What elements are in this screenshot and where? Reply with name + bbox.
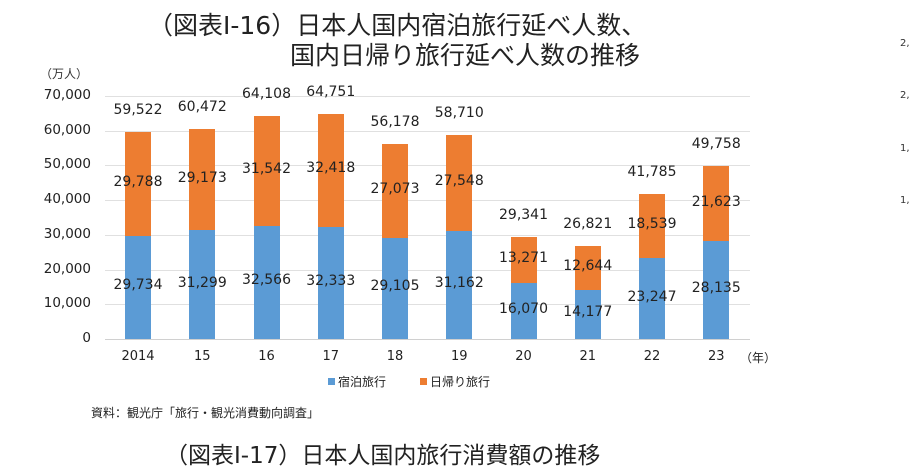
bar-stay: [382, 237, 408, 339]
value-label-total: 41,785: [627, 163, 677, 180]
y-tick-label: 50,000: [43, 156, 91, 173]
bar-stay: [189, 230, 216, 339]
value-label-total: 60,472: [177, 99, 227, 116]
x-tick-label: 20: [515, 349, 532, 364]
bar-daytrip: [189, 129, 216, 231]
source-note: 資料：観光庁「旅行・観光消費動向調査」: [91, 406, 320, 420]
y-tick-label: 60,000: [43, 121, 91, 138]
value-label-total: 64,108: [242, 86, 291, 103]
y-tick-label: 0: [82, 330, 91, 346]
gridline: [105, 339, 750, 340]
bar-daytrip: [125, 132, 151, 236]
value-label-total: 56,178: [370, 113, 420, 130]
value-label-daytrip: 18,539: [627, 216, 677, 233]
x-tick-label: 21: [579, 349, 597, 364]
gridline: [105, 96, 750, 97]
value-label-daytrip: 32,418: [306, 160, 356, 177]
legend-label-stay: 宿泊旅行: [338, 375, 387, 389]
legend-item-daytrip: 日帰り旅行: [420, 373, 490, 390]
gridline: [105, 304, 750, 306]
value-label-daytrip: 12,644: [563, 257, 613, 274]
y-tick-label: 30,000: [43, 225, 91, 242]
x-axis-unit: （年）: [740, 351, 777, 365]
bar-daytrip: [253, 116, 280, 226]
y-axis-unit: （万人）: [40, 67, 89, 81]
value-label-stay: 14,177: [563, 304, 613, 321]
y-tick-label: 40,000: [43, 191, 91, 208]
bar-stay: [253, 225, 280, 339]
chart-title-line1: （図表Ⅰ-16）日本人国内宿泊旅行延べ人数、: [148, 11, 647, 40]
x-tick-label: 17: [322, 349, 340, 364]
value-label-stay: 16,070: [499, 301, 548, 318]
gridline: [105, 200, 750, 202]
value-label-daytrip: 21,623: [691, 193, 741, 210]
right-edge-fragment: 1,: [900, 143, 909, 154]
x-tick-label: 16: [258, 349, 275, 364]
bar-stay: [574, 289, 601, 339]
right-edge-fragment: 2,: [900, 38, 909, 49]
value-label-stay: 31,162: [434, 274, 484, 291]
gridline: [105, 269, 750, 271]
legend: 宿泊旅行 日帰り旅行: [328, 373, 490, 390]
bar-daytrip: [639, 193, 665, 259]
legend-swatch-daytrip: [420, 378, 428, 385]
bar-daytrip: [574, 245, 601, 290]
x-tick-label: 18: [386, 349, 404, 364]
y-tick-label: 10,000: [43, 295, 91, 312]
value-label-daytrip: 31,542: [242, 161, 291, 178]
legend-label-daytrip: 日帰り旅行: [430, 375, 491, 389]
y-tick-label: 20,000: [43, 260, 91, 277]
x-tick-label: 15: [193, 349, 211, 364]
value-label-daytrip: 27,548: [434, 173, 484, 189]
legend-item-stay: 宿泊旅行: [328, 373, 386, 390]
bar-stay: [639, 258, 665, 339]
value-label-stay: 29,734: [113, 277, 163, 294]
value-label-total: 29,341: [499, 207, 548, 224]
value-label-total: 49,758: [691, 136, 741, 153]
gridline: [105, 234, 750, 236]
bar-daytrip: [510, 237, 537, 284]
bar-daytrip: [382, 143, 408, 238]
bar-stay: [446, 230, 473, 339]
value-label-stay: 32,566: [242, 272, 291, 289]
value-label-stay: 23,247: [627, 288, 677, 305]
x-tick-label: 2014: [121, 349, 155, 364]
y-tick-label: 70,000: [43, 87, 91, 103]
bar-stay: [125, 235, 151, 339]
chart-title-line2: 国内日帰り旅行延べ人数の推移: [290, 41, 641, 70]
value-label-daytrip: 29,788: [113, 174, 163, 191]
value-label-daytrip: 29,173: [177, 169, 227, 186]
value-label-daytrip: 27,073: [370, 180, 420, 197]
value-label-total: 59,522: [113, 102, 163, 119]
x-tick-label: 22: [643, 349, 661, 364]
right-edge-fragment: 2,: [900, 90, 909, 101]
next-figure-title: （図表Ⅰ-17）日本人国内旅行消費額の推移: [165, 443, 601, 469]
legend-swatch-stay: [328, 378, 335, 385]
value-label-daytrip: 13,271: [499, 250, 548, 267]
bar-daytrip: [317, 114, 344, 227]
bar-daytrip: [446, 135, 473, 231]
value-label-stay: 28,135: [691, 280, 741, 297]
right-edge-fragment: 1,: [900, 195, 909, 206]
value-label-stay: 32,333: [306, 272, 356, 289]
bar-stay: [510, 283, 537, 339]
bar-daytrip: [703, 166, 730, 242]
value-label-stay: 29,105: [370, 278, 420, 295]
value-label-total: 64,751: [306, 84, 356, 101]
x-tick-label: 23: [707, 349, 725, 364]
gridline: [105, 165, 750, 167]
bar-stay: [703, 241, 730, 339]
x-tick-label: 19: [450, 349, 468, 364]
bar-stay: [317, 226, 344, 339]
value-label-total: 26,821: [563, 215, 613, 232]
gridline: [105, 130, 750, 132]
value-label-total: 58,710: [434, 105, 484, 122]
value-label-stay: 31,299: [177, 274, 227, 291]
